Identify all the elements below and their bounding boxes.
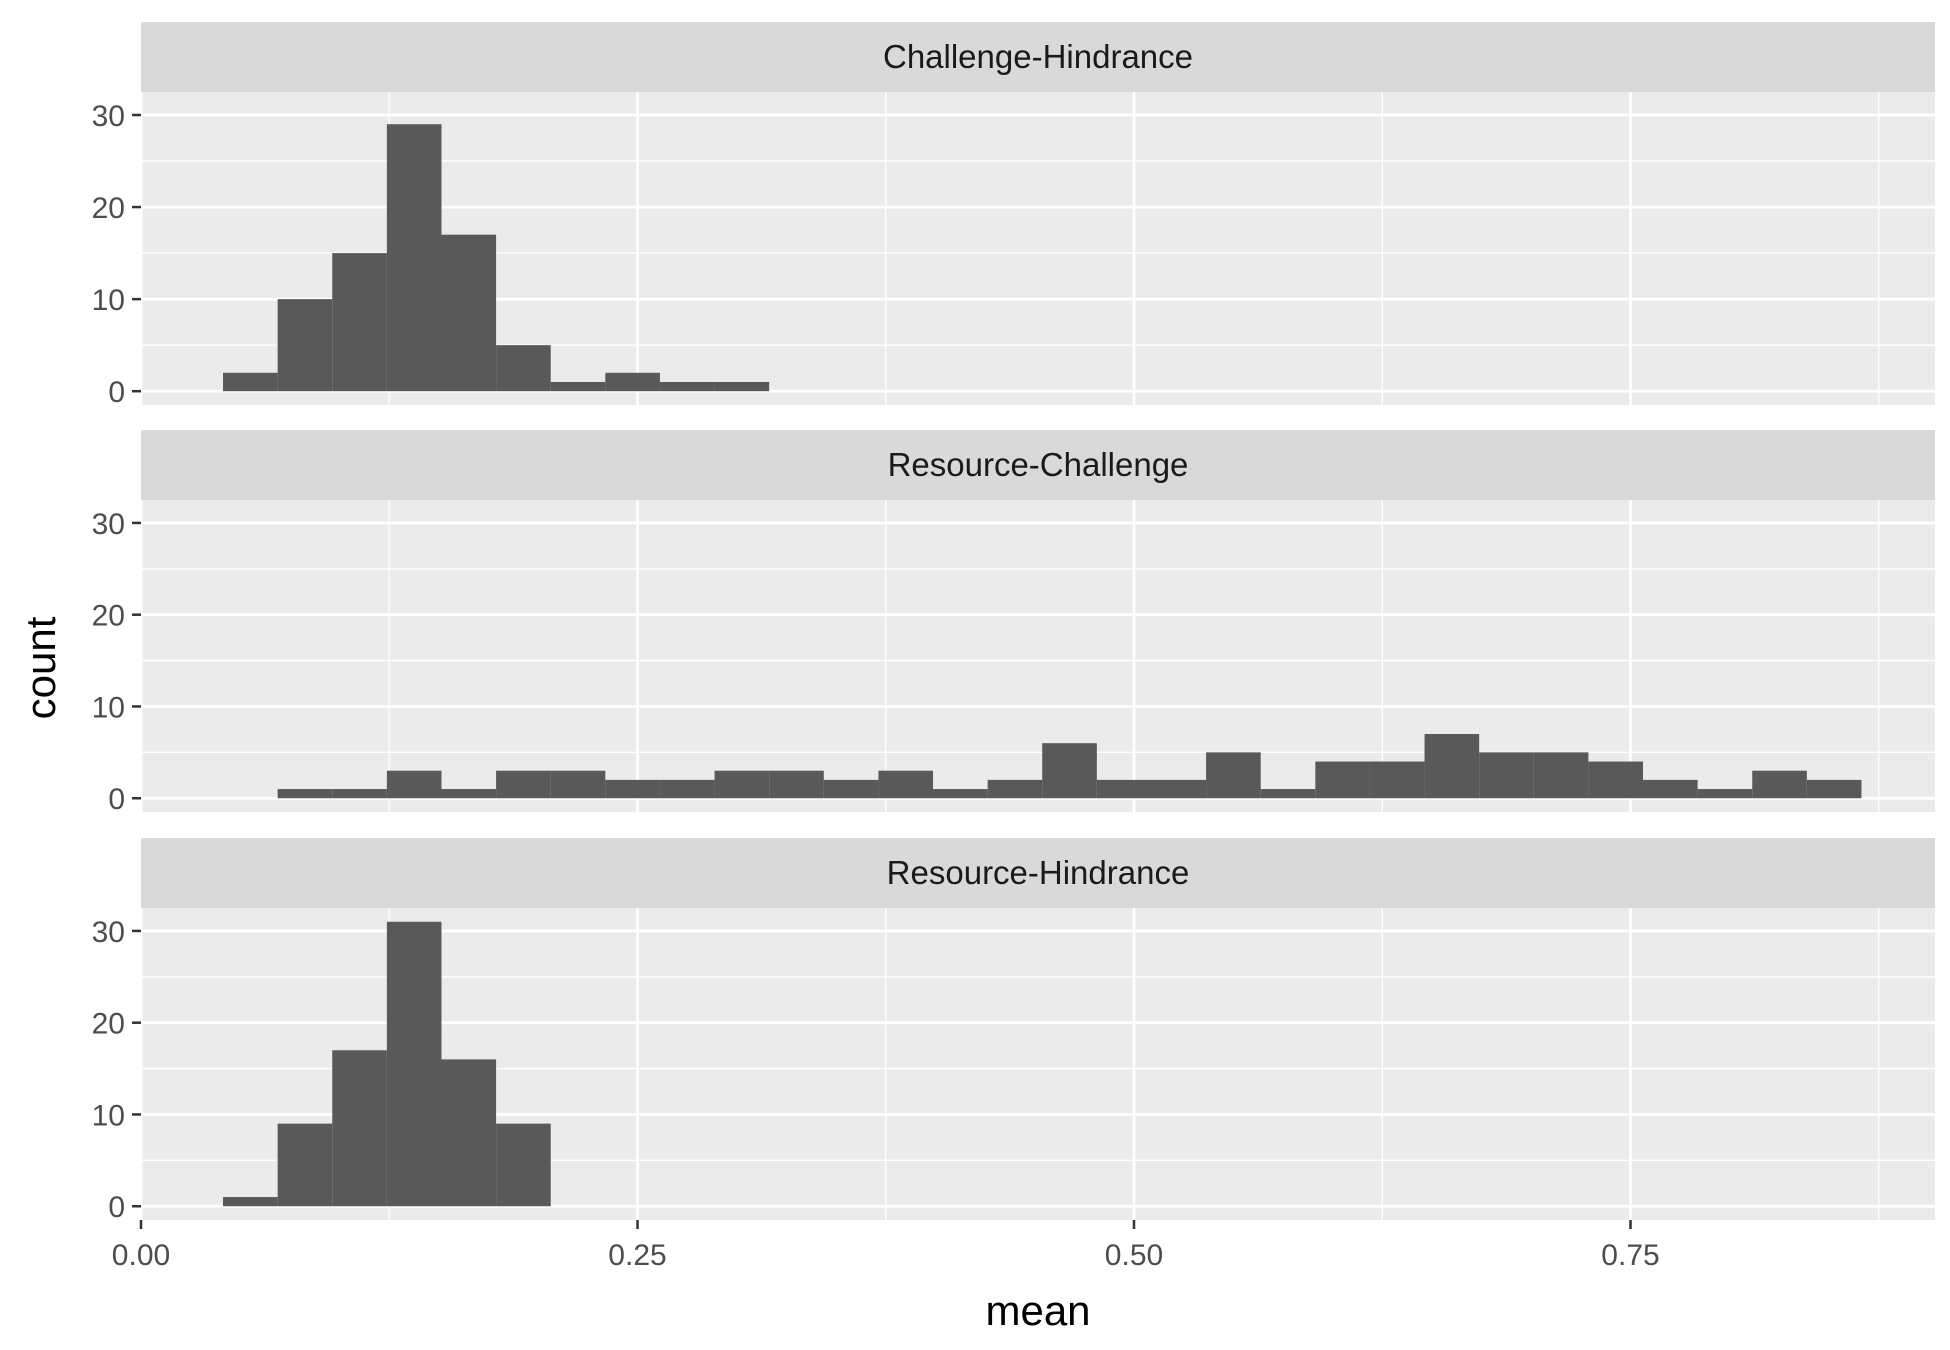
histogram-bar bbox=[1369, 761, 1425, 799]
x-tick-label: 0.50 bbox=[1105, 1239, 1163, 1272]
facet-label: Resource-Hindrance bbox=[887, 854, 1190, 891]
histogram-bar bbox=[386, 770, 442, 799]
facet-strip bbox=[141, 430, 1935, 500]
histogram-bar bbox=[441, 1059, 497, 1207]
y-tick-label: 30 bbox=[92, 100, 125, 133]
histogram-bar bbox=[496, 770, 551, 799]
panel-background bbox=[141, 500, 1935, 812]
histogram-bar bbox=[550, 381, 606, 392]
histogram-bar bbox=[659, 381, 715, 392]
histogram-bar bbox=[1806, 779, 1862, 799]
histogram-bar bbox=[823, 779, 879, 799]
histogram-bar bbox=[441, 234, 497, 392]
histogram-bar bbox=[550, 770, 606, 799]
histogram-bar bbox=[1697, 789, 1753, 799]
y-tick-label: 0 bbox=[108, 783, 125, 816]
y-tick-label: 0 bbox=[108, 1191, 125, 1224]
x-tick-label: 0.25 bbox=[608, 1239, 666, 1272]
histogram-bar bbox=[1479, 752, 1534, 799]
histogram-bar bbox=[1315, 761, 1370, 799]
histogram-bar bbox=[659, 779, 715, 799]
facet-strip bbox=[141, 838, 1935, 908]
histogram-bar bbox=[1643, 779, 1698, 799]
y-tick-label: 20 bbox=[92, 1008, 125, 1041]
y-tick-label: 10 bbox=[92, 691, 125, 724]
histogram-bar bbox=[1424, 734, 1480, 799]
facet-strip bbox=[141, 22, 1935, 92]
histogram-bar bbox=[1533, 752, 1589, 799]
histogram-bar bbox=[933, 789, 988, 799]
histogram-bar bbox=[332, 1050, 387, 1207]
y-tick-label: 0 bbox=[108, 376, 125, 409]
y-tick-label: 10 bbox=[92, 284, 125, 317]
y-tick-label: 20 bbox=[92, 600, 125, 633]
histogram-bar bbox=[714, 381, 770, 392]
histogram-bar bbox=[386, 921, 442, 1207]
x-tick-label: 0.75 bbox=[1601, 1239, 1659, 1272]
y-axis-title: count bbox=[17, 616, 64, 719]
histogram-bar bbox=[277, 1123, 333, 1207]
histogram-bar bbox=[769, 770, 824, 799]
histogram-bar bbox=[605, 372, 660, 392]
histogram-bar bbox=[987, 779, 1043, 799]
histogram-bar bbox=[496, 345, 551, 392]
histogram-bar bbox=[1151, 779, 1207, 799]
histogram-bar bbox=[386, 124, 442, 392]
histogram-bar bbox=[605, 779, 660, 799]
histogram-bar bbox=[878, 770, 934, 799]
histogram-bar bbox=[277, 789, 333, 799]
x-tick-label: 0.00 bbox=[112, 1239, 170, 1272]
y-tick-label: 20 bbox=[92, 192, 125, 225]
facet-label: Challenge-Hindrance bbox=[883, 38, 1193, 75]
histogram-bar bbox=[1096, 779, 1152, 799]
histogram-bar bbox=[496, 1123, 551, 1207]
facet-label: Resource-Challenge bbox=[888, 446, 1189, 483]
histogram-bar bbox=[1260, 789, 1316, 799]
histogram-bar bbox=[1042, 743, 1097, 799]
y-tick-label: 10 bbox=[92, 1099, 125, 1132]
histogram-bar bbox=[223, 372, 278, 392]
histogram-bar bbox=[1206, 752, 1261, 799]
histogram-bar bbox=[1752, 770, 1807, 799]
histogram-bar bbox=[332, 789, 387, 799]
y-tick-label: 30 bbox=[92, 508, 125, 541]
histogram-bar bbox=[223, 1197, 278, 1207]
histogram-bar bbox=[277, 299, 333, 392]
y-tick-label: 30 bbox=[92, 916, 125, 949]
histogram-bar bbox=[1588, 761, 1644, 799]
x-axis-title: mean bbox=[985, 1287, 1090, 1334]
histogram-bar bbox=[332, 253, 387, 392]
histogram-bar bbox=[714, 770, 770, 799]
histogram-bar bbox=[441, 789, 497, 799]
